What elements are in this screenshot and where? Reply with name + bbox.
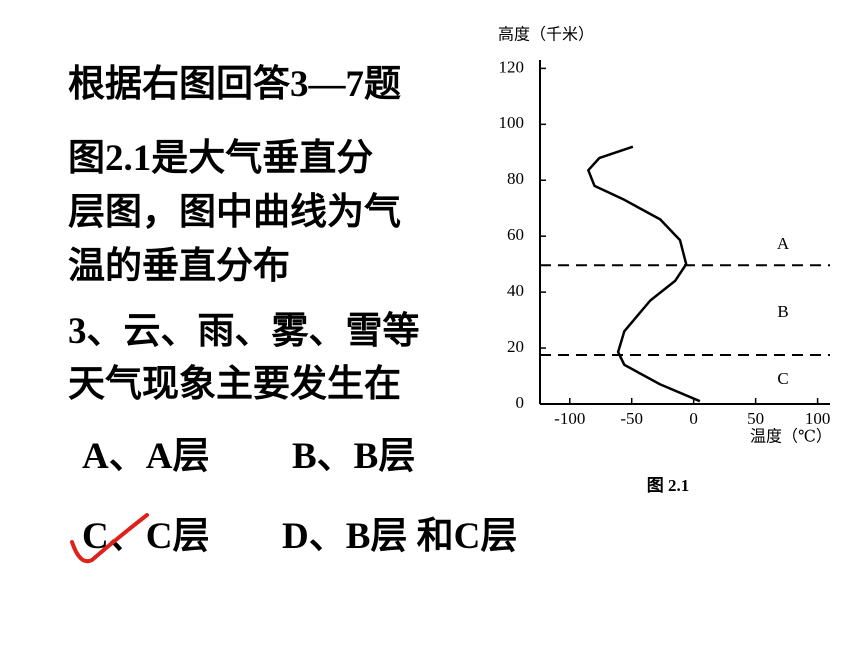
y-tick-label: 0 xyxy=(516,393,525,412)
question-line: 天气现象主要发生在 xyxy=(68,364,401,405)
layer-label: B xyxy=(777,302,788,321)
desc-line: 温的垂直分布 xyxy=(68,246,290,287)
option: B、B层 xyxy=(292,436,416,477)
y-tick-label: 40 xyxy=(507,281,524,300)
desc-line: 图2.1是大气垂直分 xyxy=(68,138,374,179)
y-tick-label: 100 xyxy=(499,113,525,132)
y-axis-label: 高度（千米） xyxy=(498,26,594,44)
layer-label: A xyxy=(777,234,790,253)
x-tick-label: -50 xyxy=(620,409,643,428)
option: D、B层 和C层 xyxy=(282,516,518,557)
x-tick-label: 0 xyxy=(689,409,698,428)
x-tick-label: -100 xyxy=(554,409,585,428)
check-mark xyxy=(70,513,149,564)
y-tick-label: 120 xyxy=(499,57,525,76)
question-line: 3、云、雨、雾、雪等 xyxy=(68,311,420,352)
x-axis-label: 温度（℃） xyxy=(750,428,832,446)
desc-line: 层图，图中曲线为气 xyxy=(68,192,401,233)
temperature-curve xyxy=(587,145,701,403)
intro: 根据右图回答3—7题 xyxy=(68,64,401,105)
y-tick-label: 80 xyxy=(507,169,524,188)
option: A、A层 xyxy=(82,436,210,477)
x-tick-label: 50 xyxy=(747,409,764,428)
x-tick-label: 100 xyxy=(805,409,831,428)
y-tick-label: 60 xyxy=(507,225,524,244)
layer-label: C xyxy=(777,369,788,388)
y-tick-label: 20 xyxy=(507,337,524,356)
chart-title: 图 2.1 xyxy=(647,476,690,495)
